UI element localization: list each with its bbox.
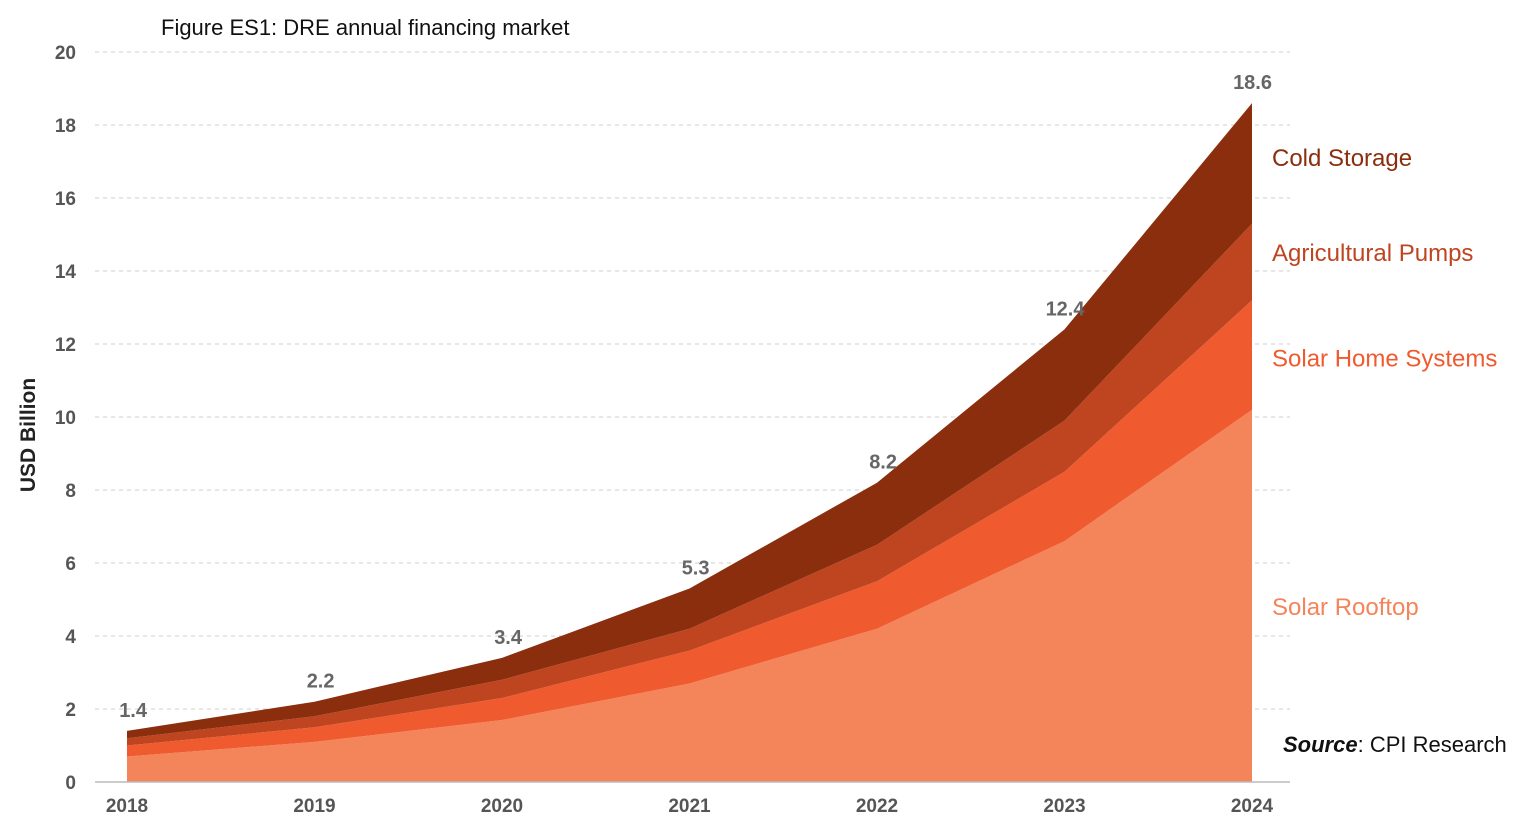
y-tick-label: 2 <box>65 700 76 721</box>
y-axis-label: USD Billion <box>17 378 40 492</box>
y-tick-label: 16 <box>55 189 76 210</box>
total-label: 1.4 <box>119 700 148 722</box>
total-label: 12.4 <box>1046 298 1086 320</box>
source-note: Source: CPI Research <box>1283 732 1507 757</box>
area-cold-storage <box>127 103 1252 739</box>
area-solar-rooftop <box>127 409 1252 782</box>
series-areas <box>127 103 1252 782</box>
area-agricultural-pumps <box>127 223 1252 746</box>
series-labels: Solar Rooftop Solar Home Systems Agricultu… <box>1272 145 1497 621</box>
x-tick-labels: 2018 2019 2020 2021 2022 2023 2024 <box>106 796 1274 817</box>
series-label-agricultural-pumps: Agricultural Pumps <box>1272 240 1473 267</box>
y-tick-labels: 0 2 4 6 8 10 12 14 16 18 20 <box>55 43 77 794</box>
x-tick-label: 2018 <box>106 796 148 817</box>
y-tick-label: 10 <box>55 408 76 429</box>
x-tick-label: 2024 <box>1231 796 1274 817</box>
x-tick-label: 2019 <box>293 796 335 817</box>
source-text: : CPI Research <box>1358 732 1507 757</box>
y-tick-label: 6 <box>65 554 76 575</box>
x-tick-label: 2020 <box>481 796 523 817</box>
y-tick-label: 20 <box>55 43 76 64</box>
total-label: 3.4 <box>494 627 523 649</box>
total-label: 18.6 <box>1233 72 1272 94</box>
y-tick-label: 14 <box>55 262 77 283</box>
y-tick-label: 8 <box>65 481 76 502</box>
series-label-cold-storage: Cold Storage <box>1272 145 1412 172</box>
chart-title: Figure ES1: DRE annual financing market <box>161 15 569 40</box>
y-tick-label: 18 <box>55 116 76 137</box>
x-tick-label: 2022 <box>856 796 898 817</box>
total-labels: 1.4 2.2 3.4 5.3 8.2 12.4 18.6 <box>119 72 1272 722</box>
series-label-solar-home-systems: Solar Home Systems <box>1272 346 1497 373</box>
total-label: 8.2 <box>869 452 897 474</box>
x-tick-label: 2023 <box>1043 796 1085 817</box>
source-label: Source <box>1283 732 1358 757</box>
y-tick-label: 0 <box>65 773 76 794</box>
x-tick-label: 2021 <box>668 796 711 817</box>
area-solar-home-systems <box>127 300 1252 757</box>
y-tick-label: 12 <box>55 335 76 356</box>
total-label: 5.3 <box>682 558 710 580</box>
y-tick-label: 4 <box>65 627 76 648</box>
series-label-solar-rooftop: Solar Rooftop <box>1272 594 1419 621</box>
total-label: 2.2 <box>307 671 335 693</box>
